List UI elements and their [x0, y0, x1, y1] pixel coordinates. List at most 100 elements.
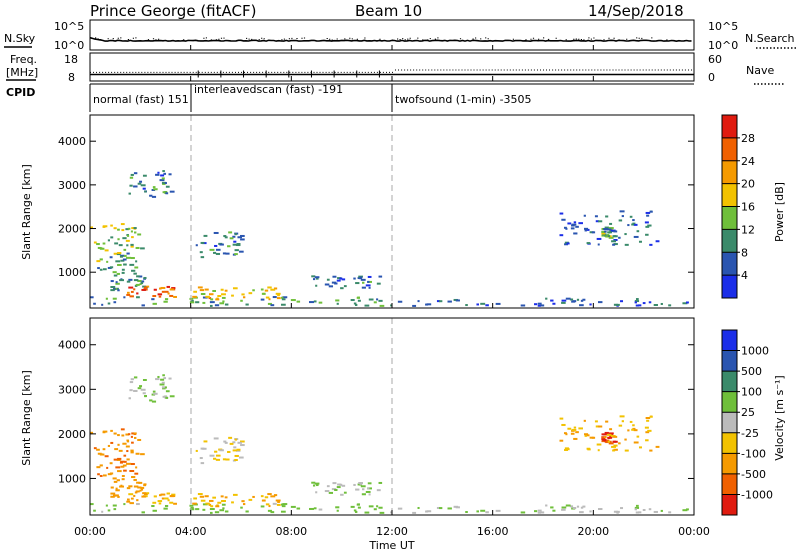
- velocity-echo-cell: [126, 458, 130, 461]
- velocity-echo-cell: [312, 484, 316, 487]
- power-echo-cell: [130, 257, 135, 260]
- power-echo-cell: [281, 298, 286, 301]
- power-echo-cell: [638, 304, 642, 307]
- power-echo-cell: [239, 250, 244, 253]
- velocity-echo-cell: [598, 425, 603, 428]
- power-echo-cell: [331, 281, 337, 284]
- velocity-echo-cell: [199, 457, 203, 460]
- power-echo-cell: [634, 300, 640, 303]
- power-echo-cell: [227, 245, 231, 248]
- power-echo-cell: [367, 275, 372, 278]
- velocity-echo-cell: [189, 504, 194, 507]
- velocity-echo-cell: [559, 417, 564, 420]
- velocity-echo-cell: [248, 498, 253, 501]
- power-echo-cell: [540, 304, 545, 307]
- velocity-echo-cell: [332, 482, 337, 485]
- power-echo-cell: [159, 179, 165, 182]
- power-echo-cell: [93, 302, 96, 305]
- velocity-echo-cell: [209, 454, 215, 457]
- velocity-echo-cell: [597, 508, 603, 511]
- power-echo-cell: [550, 299, 554, 302]
- velocity-echo-cell: [296, 507, 301, 510]
- power-echo-cell: [162, 170, 165, 173]
- velocity-echo-cell: [213, 457, 217, 460]
- power-echo-cell: [169, 190, 175, 193]
- velocity-echo-cell: [117, 470, 122, 473]
- power-echo-cell: [609, 222, 613, 225]
- velocity-echo-cell: [133, 485, 139, 488]
- velocity-echo-cell: [455, 506, 460, 509]
- cpid-segment-interleaved: interleavedscan (fast) -191: [194, 83, 343, 96]
- power-echo-cell: [200, 292, 206, 295]
- power-echo-cell: [234, 249, 239, 252]
- power-echo-cell: [129, 176, 134, 179]
- power-echo-cell: [364, 304, 370, 307]
- velocity-echo-cell: [99, 464, 103, 467]
- power-echo-cell: [582, 298, 586, 301]
- power-echo-cell: [195, 301, 200, 304]
- power-echo-cell: [163, 300, 168, 303]
- velocity-echo-cell: [647, 429, 652, 432]
- power-echo-cell: [594, 215, 598, 218]
- power-echo-cell: [126, 234, 130, 237]
- velocity-echo-cell: [213, 437, 219, 440]
- velocity-echo-cell: [109, 472, 114, 475]
- velocity-echo-cell: [121, 434, 125, 437]
- velocity-echo-cell: [140, 486, 145, 489]
- velocity-echo-cell: [324, 490, 330, 493]
- time-tick-label: 08:00: [275, 525, 307, 538]
- power-echo-cell: [133, 172, 138, 175]
- power-echo-cell: [219, 302, 225, 305]
- velocity-echo-cell: [117, 457, 122, 460]
- velocity-echo-cell: [668, 511, 672, 514]
- power-echo-cell: [161, 290, 165, 293]
- power-echo-cell: [633, 223, 638, 226]
- velocity-echo-cell: [122, 464, 127, 467]
- power-echo-cell: [232, 287, 238, 290]
- velocity-echo-cell: [364, 511, 370, 514]
- power-echo-cell: [579, 304, 584, 307]
- velocity-echo-cell: [138, 481, 143, 484]
- power-echo-cell: [116, 253, 121, 256]
- power-echo-cell: [152, 302, 157, 305]
- velocity-echo-cell: [485, 511, 489, 514]
- power-echo-cell: [596, 237, 602, 240]
- velocity-echo-cell: [117, 495, 120, 498]
- velocity-echo-cell: [126, 462, 132, 465]
- power-echo-cell: [282, 296, 288, 299]
- power-echo-cell: [260, 298, 265, 301]
- velocity-echo-cell: [162, 387, 166, 390]
- velocity-echo-cell: [633, 429, 638, 432]
- velocity-echo-cell: [237, 441, 242, 444]
- power-echo-cell: [682, 302, 688, 305]
- power-echo-cell: [118, 244, 123, 247]
- power-echo-cell: [586, 242, 591, 245]
- power-echo-cell: [152, 186, 156, 189]
- velocity-echo-cell: [660, 509, 663, 512]
- velocity-echo-cell: [205, 502, 210, 505]
- power-echo-cell: [135, 246, 140, 249]
- power-echo-cell: [159, 287, 162, 290]
- velocity-echo-cell: [270, 511, 275, 514]
- velocity-echo-cell: [135, 490, 140, 493]
- velocity-echo-cell: [222, 507, 225, 510]
- velocity-echo-cell: [120, 465, 125, 468]
- power-echo-cell: [565, 297, 571, 300]
- velocity-echo-cell: [134, 472, 139, 475]
- velocity-echo-cell: [447, 507, 452, 510]
- power-colorbar-label: Power [dB]: [773, 182, 786, 242]
- power-echo-cell: [242, 296, 246, 299]
- colorbar-segment: [722, 391, 737, 413]
- power-echo-cell: [162, 182, 166, 185]
- power-echo-cell: [629, 215, 633, 218]
- power-echo-cell: [199, 289, 205, 292]
- power-echo-cell: [165, 185, 170, 188]
- power-echo-cell: [608, 227, 614, 230]
- velocity-echo-cell: [212, 496, 217, 499]
- velocity-echo-cell: [164, 497, 169, 500]
- range-tick-label: 2000: [58, 223, 86, 236]
- velocity-echo-cell: [229, 442, 234, 445]
- velocity-panel: 1000 2000 3000 4000 Slant Range [km] 1000 50…: [20, 317, 786, 516]
- colorbar-segment: [722, 473, 737, 495]
- range-tick-label: 3000: [58, 383, 86, 396]
